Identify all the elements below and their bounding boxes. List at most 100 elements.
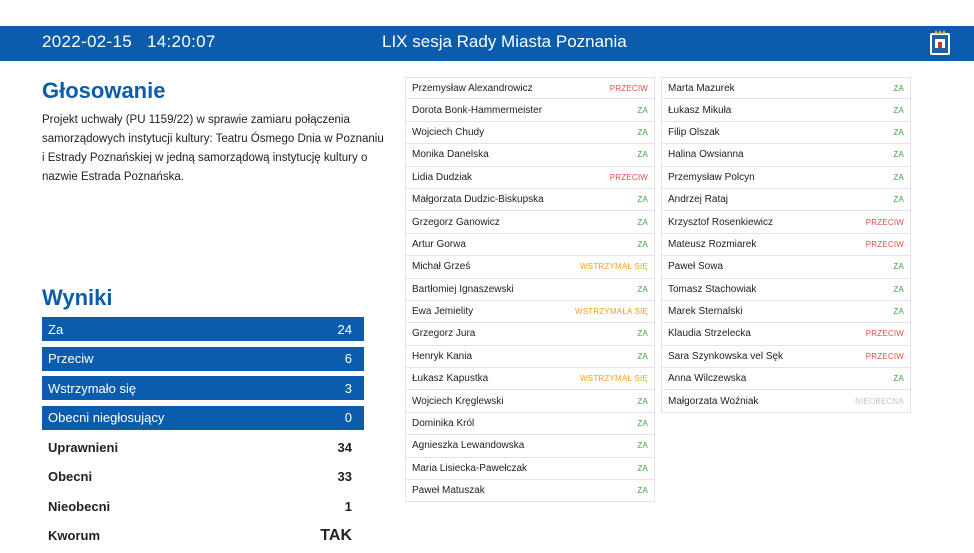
councillor-name: Maria Lisiecka-Pawełczak xyxy=(412,462,528,474)
result-label: Uprawnieni xyxy=(48,439,119,455)
councillor-name: Marta Mazurek xyxy=(668,82,735,94)
vote-value: ZA xyxy=(893,195,904,205)
vote-value: ZA xyxy=(637,329,648,339)
councillor-name: Grzegorz Jura xyxy=(412,328,476,340)
vote-row: Maria Lisiecka-Pawełczak ZA xyxy=(405,457,655,481)
vote-value: ZA xyxy=(893,262,904,272)
top-bar: 2022-02-15 14:20:07 LIX sesja Rady Miast… xyxy=(0,26,974,61)
result-row-wstrzymalo: Wstrzymało się 3 xyxy=(42,376,364,400)
vote-value: PRZECIW xyxy=(609,83,648,93)
vote-value: ZA xyxy=(893,284,904,294)
result-value: 3 xyxy=(344,380,352,396)
vote-row: Dorota Bonk-Hammermeister ZA xyxy=(405,99,655,122)
voting-description: Projekt uchwały (PU 1159/22) w sprawie z… xyxy=(42,114,384,183)
councillor-name: Paweł Sowa xyxy=(668,261,724,273)
vote-value: ZA xyxy=(637,284,648,294)
vote-row: Krzysztof Rosenkiewicz PRZECIW xyxy=(661,211,911,234)
vote-value: ZA xyxy=(893,127,904,137)
vote-row: Lidia Dudziak PRZECIW xyxy=(405,166,655,189)
councillor-name: Małgorzata Woźniak xyxy=(668,395,759,407)
councillor-name: Marek Sternalski xyxy=(668,306,743,318)
result-row-obecni-nieglosujacy: Obecni niegłosujący 0 xyxy=(42,405,364,430)
vote-row: Paweł Sowa ZA xyxy=(661,256,911,279)
vote-row: Sara Szynkowska vel Sęk PRZECIW xyxy=(661,345,911,369)
councillor-name: Dominika Król xyxy=(412,418,475,430)
councillor-name: Tomasz Stachowiak xyxy=(668,283,757,295)
result-label: Za xyxy=(48,321,64,337)
vote-row: Małgorzata Woźniak NIEOBECNA xyxy=(661,390,911,413)
vote-value: WSTRZYMAŁ SIĘ xyxy=(580,262,648,272)
vote-value: ZA xyxy=(893,83,904,93)
result-value: 33 xyxy=(337,469,352,484)
vote-value: ZA xyxy=(637,150,648,160)
councillor-name: Monika Danelska xyxy=(412,149,489,161)
vote-row: Przemysław Polcyn ZA xyxy=(661,166,911,189)
vote-row: Przemysław Alexandrowicz PRZECIW xyxy=(405,77,655,100)
councillor-name: Halina Owsianna xyxy=(668,149,744,161)
councillor-name: Michał Grześ xyxy=(412,261,471,273)
vote-value: PRZECIW xyxy=(865,329,904,339)
vote-value: PRZECIW xyxy=(865,351,904,361)
councillor-name: Lidia Dudziak xyxy=(412,171,473,183)
councillor-name: Filip Olszak xyxy=(668,126,720,138)
result-value: 6 xyxy=(344,351,352,366)
vote-row: Łukasz Kapustka WSTRZYMAŁ SIĘ xyxy=(405,368,655,391)
councillor-name: Anna Wilczewska xyxy=(668,373,747,385)
councillor-name: Andrzej Rataj xyxy=(668,194,729,206)
vote-value: ZA xyxy=(893,105,904,115)
vote-value: ZA xyxy=(637,351,648,361)
vote-row: Anna Wilczewska ZA xyxy=(661,368,911,391)
vote-row: Grzegorz Ganowicz ZA xyxy=(405,211,655,234)
result-row-kworum: Kworum TAK xyxy=(42,523,364,548)
result-value: 34 xyxy=(337,439,352,455)
vote-row: Tomasz Stachowiak ZA xyxy=(661,278,911,301)
vote-row: Michał Grześ WSTRZYMAŁ SIĘ xyxy=(405,256,655,279)
vote-value: ZA xyxy=(893,150,904,160)
results-table: Za 24 Przeciw 6 Wstrzymało się 3 Obecni … xyxy=(42,317,364,553)
vote-value: NIEOBECNA xyxy=(855,396,904,406)
vote-value: ZA xyxy=(637,105,648,115)
vote-value: PRZECIW xyxy=(609,172,648,182)
result-value: TAK xyxy=(320,526,352,544)
vote-row: Małgorzata Dudzic-Biskupska ZA xyxy=(405,188,655,212)
result-row-uprawnieni: Uprawnieni 34 xyxy=(42,435,364,459)
vote-value: ZA xyxy=(637,396,648,406)
vote-row: Andrzej Rataj ZA xyxy=(661,188,911,212)
vote-value: ZA xyxy=(637,463,648,473)
councillor-name: Henryk Kania xyxy=(412,350,473,362)
councillor-name: Bartłomiej Ignaszewski xyxy=(412,283,514,295)
councillor-name: Artur Gorwa xyxy=(412,238,466,250)
councillor-name: Sara Szynkowska vel Sęk xyxy=(668,350,784,362)
voting-section: Głosowanie xyxy=(42,78,382,104)
councillor-name: Ewa Jemielity xyxy=(412,306,474,318)
councillor-name: Dorota Bonk-Hammermeister xyxy=(412,104,543,116)
vote-row: Halina Owsianna ZA xyxy=(661,144,911,167)
councillor-name: Mateusz Rozmiarek xyxy=(668,238,757,250)
vote-row: Grzegorz Jura ZA xyxy=(405,323,655,346)
councillor-name: Krzysztof Rosenkiewicz xyxy=(668,216,774,228)
result-label: Wstrzymało się xyxy=(48,380,137,396)
result-label: Przeciw xyxy=(48,351,94,366)
vote-value: ZA xyxy=(637,419,648,429)
result-label: Nieobecni xyxy=(48,498,111,514)
vote-value: WSTRZYMAŁ SIĘ xyxy=(580,374,648,384)
councillor-name: Grzegorz Ganowicz xyxy=(412,216,500,228)
vote-value: ZA xyxy=(637,486,648,496)
result-label: Kworum xyxy=(48,528,100,543)
vote-row: Bartłomiej Ignaszewski ZA xyxy=(405,278,655,301)
result-value: 1 xyxy=(344,498,352,514)
vote-row: Wojciech Kręglewski ZA xyxy=(405,390,655,413)
vote-value: ZA xyxy=(893,307,904,317)
result-row-nieobecni: Nieobecni 1 xyxy=(42,494,364,518)
vote-value: ZA xyxy=(637,217,648,227)
councillor-name: Małgorzata Dudzic-Biskupska xyxy=(412,194,544,206)
councillor-name: Klaudia Strzelecka xyxy=(668,328,751,340)
session-title: LIX sesja Rady Miasta Poznania xyxy=(382,32,627,51)
vote-row: Wojciech Chudy ZA xyxy=(405,121,655,145)
vote-row: Agnieszka Lewandowska ZA xyxy=(405,435,655,458)
vote-row: Paweł Matuszak ZA xyxy=(405,480,655,503)
councillor-name: Łukasz Kapustka xyxy=(412,373,489,385)
vote-row: Mateusz Rozmiarek PRZECIW xyxy=(661,233,911,257)
result-value: 0 xyxy=(344,410,352,425)
vote-row: Filip Olszak ZA xyxy=(661,121,911,145)
